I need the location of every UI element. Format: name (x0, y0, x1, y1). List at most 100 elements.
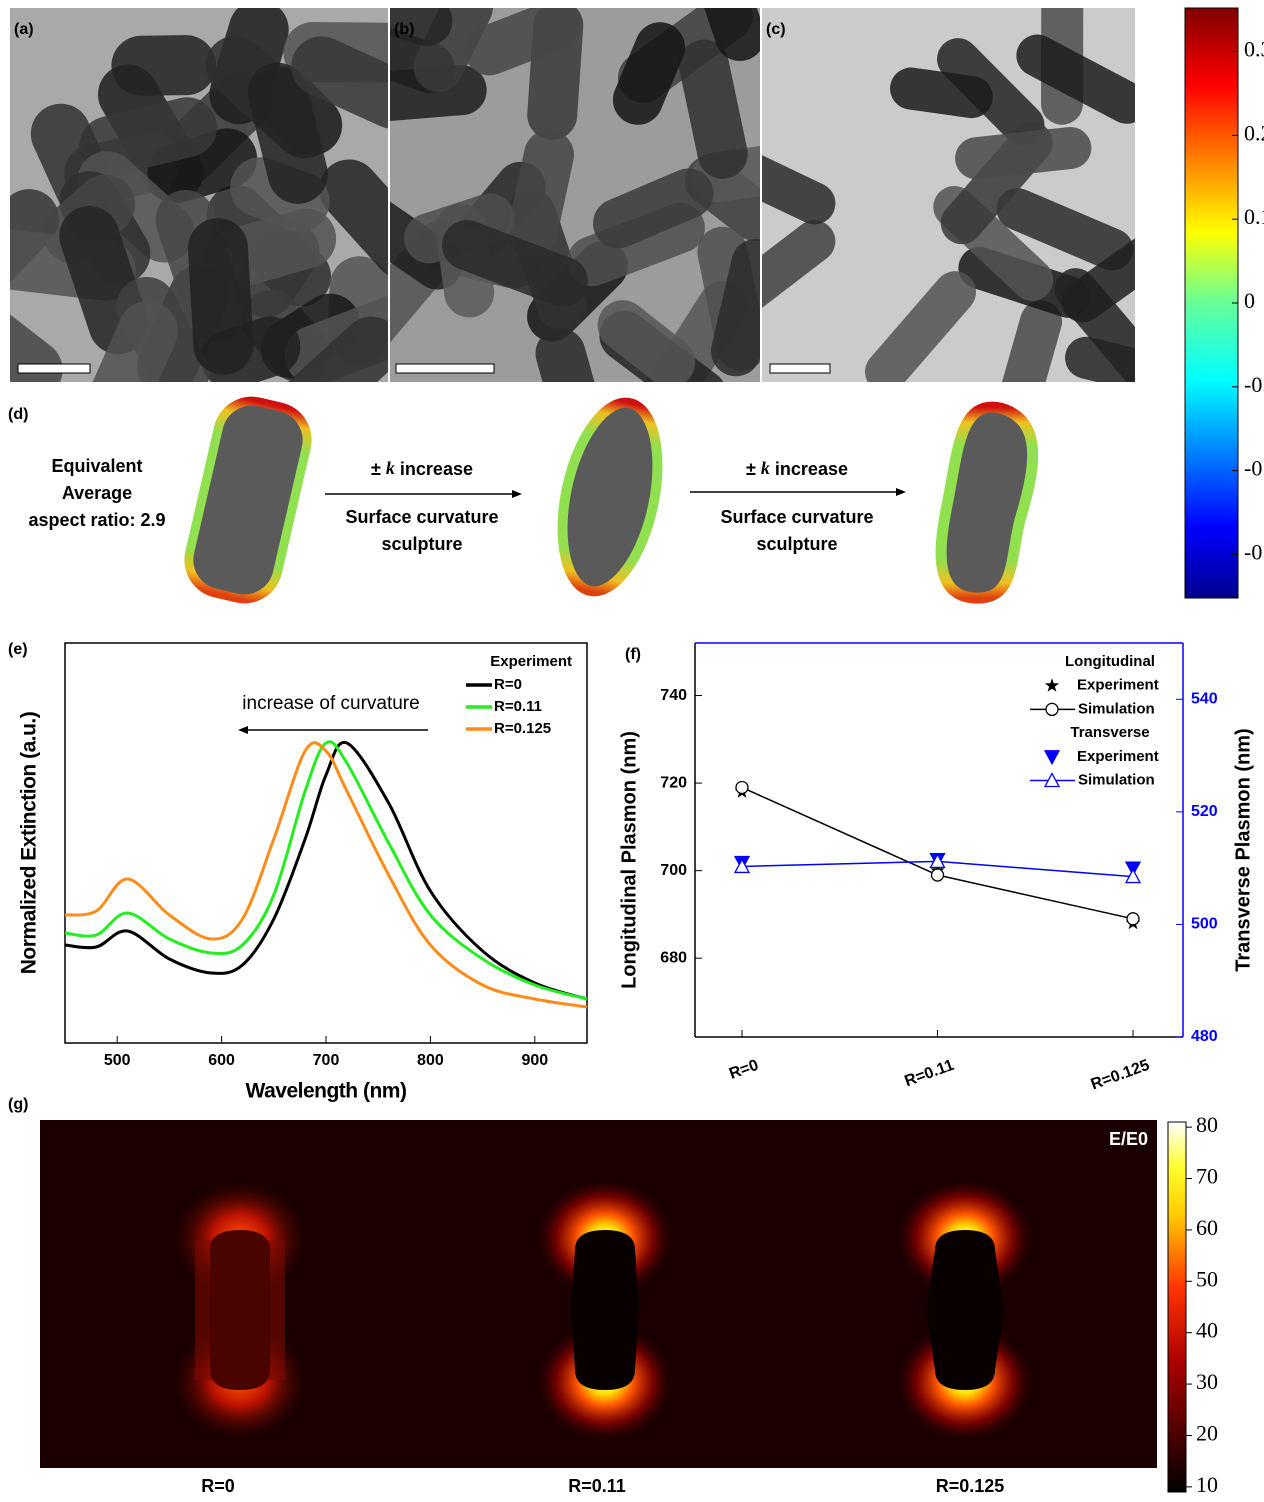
colorbar-tick-label: 30 (1196, 1369, 1218, 1394)
text: aspect ratio: 2.9 (28, 510, 165, 530)
colorbar-tick-label: -0.3 (1244, 539, 1264, 564)
caption: R=0.11 (568, 1476, 626, 1496)
arrow-top-label: ± k increase (371, 458, 473, 479)
panel-label: (g) (8, 1096, 28, 1113)
panel-label: (f) (625, 646, 641, 663)
colorbar-tick-label: 20 (1196, 1421, 1218, 1446)
text: Equivalent (51, 456, 142, 476)
rod-shape (571, 1230, 639, 1390)
rod-shape (547, 394, 673, 600)
rod-shape (926, 1230, 1004, 1390)
y2-tick-label: 540 (1191, 691, 1218, 708)
arrow-bottom-label: Surface curvature (345, 507, 498, 527)
arrow-top-label: ± k increase (746, 458, 848, 479)
k: k (761, 458, 770, 478)
y-tick-label: 720 (660, 774, 687, 791)
legend-label: R=0.11 (494, 698, 542, 715)
y2-tick-label: 480 (1191, 1028, 1218, 1045)
arrow-bottom-label: Surface curvature (720, 507, 873, 527)
legend-title: Transverse (1070, 724, 1149, 741)
annotation: increase of curvature (242, 693, 419, 714)
figure: (a) (b) (c) (d) Equivalent Average aspec… (0, 0, 1264, 1502)
shapes (182, 394, 1033, 606)
colorbar-tick-label: 0.3 (1244, 37, 1264, 62)
legend-label: Simulation (1078, 700, 1155, 717)
rod (111, 35, 216, 96)
legend-label: Simulation (1078, 771, 1155, 788)
x-tick-label: 800 (417, 1052, 444, 1069)
legend-label: R=0 (494, 676, 522, 693)
y-axis-label: Longitudinal Plasmon (nm) (618, 731, 640, 989)
caption: R=0 (201, 1476, 235, 1496)
x-tick-label: R=0 (727, 1057, 761, 1083)
colorbar-tick-label: 40 (1196, 1318, 1218, 1343)
caption: R=0.125 (936, 1476, 1005, 1496)
scale-bar (770, 364, 830, 373)
rod-shape (210, 1230, 270, 1390)
colorbar-tick-label: -0.1 (1244, 372, 1264, 397)
colorbar-tick-label: -0.2 (1244, 456, 1264, 481)
field-map-label: E/E0 (1109, 1129, 1148, 1149)
scale-bar (396, 364, 494, 373)
legend-label: R=0.125 (494, 720, 551, 737)
series-line (65, 742, 587, 999)
panel-label: (a) (14, 21, 34, 38)
y2-tick-label: 500 (1191, 916, 1218, 933)
x-tick-label: 500 (104, 1052, 131, 1069)
legend-label: Experiment (1077, 748, 1159, 765)
word: increase (775, 459, 848, 479)
series-line (65, 743, 587, 1007)
panel-label: (b) (394, 21, 414, 38)
sign: ± (746, 459, 756, 479)
k: k (386, 458, 395, 478)
rod-shape (182, 394, 314, 605)
x-tick-label: 700 (313, 1052, 340, 1069)
colorbar (1185, 8, 1238, 598)
y-tick-label: 700 (660, 862, 687, 879)
arrow-bottom-label: sculpture (381, 534, 462, 554)
y-tick-label: 680 (660, 949, 687, 966)
arrow-bottom-label: sculpture (756, 534, 837, 554)
colorbar-tick-label: 10 (1196, 1472, 1218, 1497)
legend-label: Experiment (1077, 677, 1159, 694)
y2-tick-label: 520 (1191, 803, 1218, 820)
y-axis-label: Normalized Extinction (a.u.) (18, 712, 41, 975)
panel-label: (c) (766, 21, 786, 38)
marker (1046, 703, 1058, 715)
panel-label: (d) (8, 406, 28, 423)
marker (1127, 913, 1139, 925)
marker (932, 869, 944, 881)
sign: ± (371, 459, 381, 479)
colorbar-tick-label: 0 (1244, 288, 1255, 313)
y-tick-label: 740 (660, 687, 687, 704)
colorbar-tick-label: 80 (1196, 1112, 1218, 1137)
x-tick-label: R=0.11 (902, 1057, 956, 1091)
scale-bar (18, 364, 90, 373)
left-text: Equivalent Average aspect ratio: 2.9 (28, 456, 165, 530)
colorbar-tick-label: 70 (1196, 1164, 1218, 1189)
colorbar-tick-label: 0.2 (1244, 120, 1264, 145)
colorbar-tick-label: 50 (1196, 1266, 1218, 1291)
colorbar-tick-label: 0.1 (1244, 204, 1264, 229)
colorbar-tick-label: 60 (1196, 1215, 1218, 1240)
colorbar (1168, 1122, 1186, 1492)
marker (1045, 678, 1059, 692)
x-tick-label: 900 (521, 1052, 548, 1069)
arrow-head (512, 490, 522, 498)
x-tick-label: R=0.125 (1089, 1057, 1152, 1094)
series-line (65, 742, 587, 999)
word: increase (400, 459, 473, 479)
panel-label: (e) (8, 641, 28, 658)
arrow-head (896, 488, 906, 496)
x-axis-label: Wavelength (nm) (246, 1080, 407, 1103)
x-tick-label: 600 (208, 1052, 235, 1069)
tem-images (0, 0, 1188, 462)
arrow-head (238, 726, 248, 734)
legend-title: Experiment (490, 653, 572, 670)
y2-axis-label: Transverse Plasmon (nm) (1232, 728, 1254, 971)
rod (186, 217, 255, 377)
legend-title: Longitudinal (1065, 653, 1155, 670)
rod-shape (941, 407, 1033, 598)
text: Average (62, 483, 132, 503)
marker (1045, 751, 1059, 764)
